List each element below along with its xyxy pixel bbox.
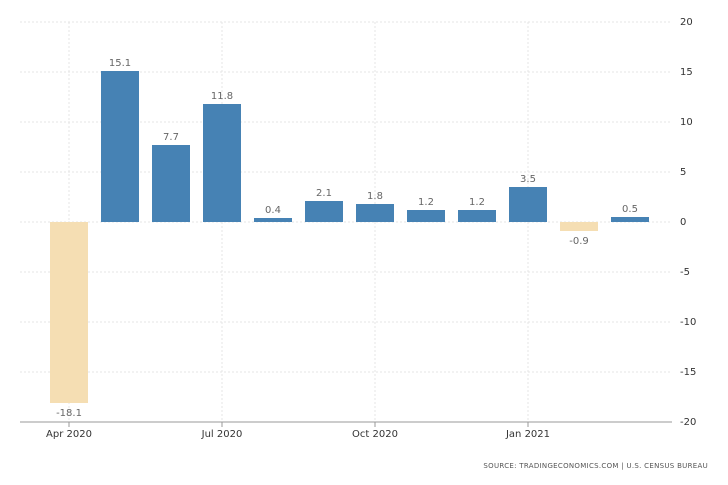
y-tick-label: 0	[680, 217, 686, 228]
x-tick-label: Jul 2020	[201, 429, 243, 440]
value-label: 0.5	[622, 204, 638, 215]
bar	[101, 71, 139, 222]
value-label: 0.4	[265, 205, 281, 216]
value-label: 1.2	[469, 197, 485, 208]
value-label: 15.1	[109, 58, 131, 69]
y-tick-label: -10	[680, 317, 696, 328]
y-tick-label: -15	[680, 367, 696, 378]
value-label: 1.2	[418, 197, 434, 208]
x-tick-label: Jan 2021	[505, 429, 550, 440]
source-note: SOURCE: TRADINGECONOMICS.COM | U.S. CENS…	[483, 462, 708, 470]
value-label: -0.9	[569, 236, 589, 247]
value-label: 7.7	[163, 132, 179, 143]
y-tick-label: -20	[680, 417, 696, 428]
value-label: -18.1	[56, 408, 82, 419]
bar	[509, 187, 547, 222]
bar	[407, 210, 445, 222]
y-tick-label: 20	[680, 17, 693, 28]
y-tick-label: -5	[680, 267, 690, 278]
bar	[50, 222, 88, 403]
bar	[254, 218, 292, 222]
bar	[152, 145, 190, 222]
value-label: 3.5	[520, 174, 536, 185]
bar	[203, 104, 241, 222]
y-tick-label: 10	[680, 117, 693, 128]
bar	[356, 204, 394, 222]
bar	[611, 217, 649, 222]
x-tick-label: Apr 2020	[46, 429, 92, 440]
bar	[458, 210, 496, 222]
value-label: 2.1	[316, 188, 332, 199]
bar	[560, 222, 598, 231]
y-tick-label: 15	[680, 67, 693, 78]
value-label: 1.8	[367, 191, 383, 202]
value-label: 11.8	[211, 91, 233, 102]
bar	[305, 201, 343, 222]
y-tick-label: 5	[680, 167, 686, 178]
x-tick-label: Oct 2020	[352, 429, 398, 440]
